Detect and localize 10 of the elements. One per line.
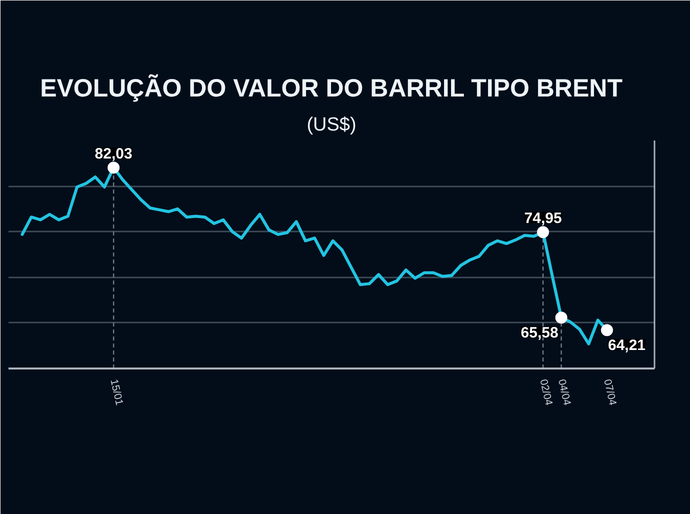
x-tick-label: 02/04 [537,378,555,407]
chart-title: EVOLUÇÃO DO VALOR DO BARRIL TIPO BRENT [40,74,622,102]
chart-subtitle: (US$) [306,114,356,136]
x-tick-label: 15/01 [108,378,126,407]
x-tick-label: 04/04 [555,378,573,407]
data-label: 64,21 [608,337,646,354]
data-label: 82,03 [94,146,132,163]
data-label: 74,95 [524,210,562,228]
x-tick-label: 07/04 [601,378,619,407]
data-label: 65,58 [520,324,558,342]
